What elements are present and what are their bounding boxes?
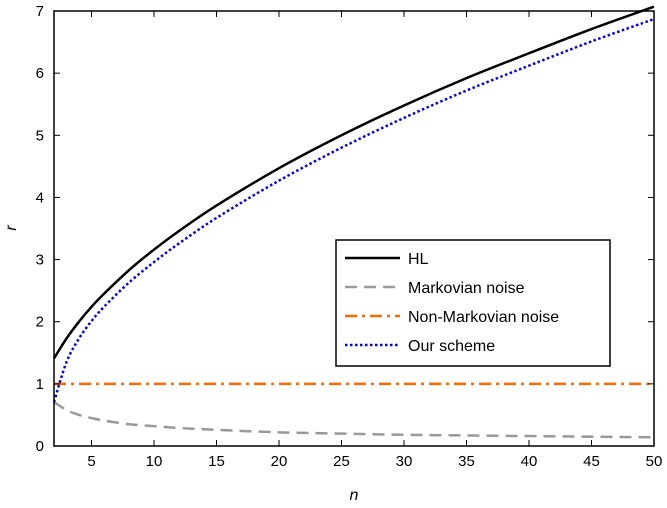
y-tick-label: 2: [36, 314, 44, 331]
y-tick-label: 6: [36, 65, 44, 82]
x-tick-label: 10: [146, 453, 163, 470]
series-line-hl: [52, 5, 655, 360]
legend-label-our-scheme: Our scheme: [408, 338, 495, 355]
legend-label-hl: HL: [408, 251, 429, 268]
legend: HL Markovian noise Non-Markovian noise Our …: [335, 239, 611, 367]
x-tick-label: 35: [458, 453, 475, 470]
x-tick-label: 30: [396, 453, 413, 470]
y-tick-label: 1: [36, 376, 44, 393]
y-tick-label: 0: [36, 438, 44, 455]
x-axis-label: n: [350, 487, 359, 504]
y-tick-label: 5: [36, 127, 44, 144]
series-line-markovian-noise: [53, 400, 655, 439]
plot-frame: [53, 10, 655, 447]
series-line-our-scheme: [52, 17, 655, 403]
x-tick-label: 50: [646, 453, 663, 470]
x-tick-label: 45: [583, 453, 600, 470]
plot-area: [54, 11, 654, 446]
legend-label-non-markovian-noise: Non-Markovian noise: [408, 309, 559, 326]
x-tick-label: 40: [521, 453, 538, 470]
x-tick-label: 25: [333, 453, 350, 470]
y-tick-label: 3: [36, 252, 44, 269]
series-layer: [52, 5, 655, 439]
x-tick-label: 15: [208, 453, 225, 470]
y-tick-label: 4: [36, 189, 44, 206]
legend-label-markovian-noise: Markovian noise: [408, 280, 525, 297]
y-axis-label: r: [3, 225, 20, 231]
x-tick-label: 5: [87, 453, 95, 470]
x-tick-label: 20: [271, 453, 288, 470]
y-tick-label: 7: [36, 3, 44, 20]
